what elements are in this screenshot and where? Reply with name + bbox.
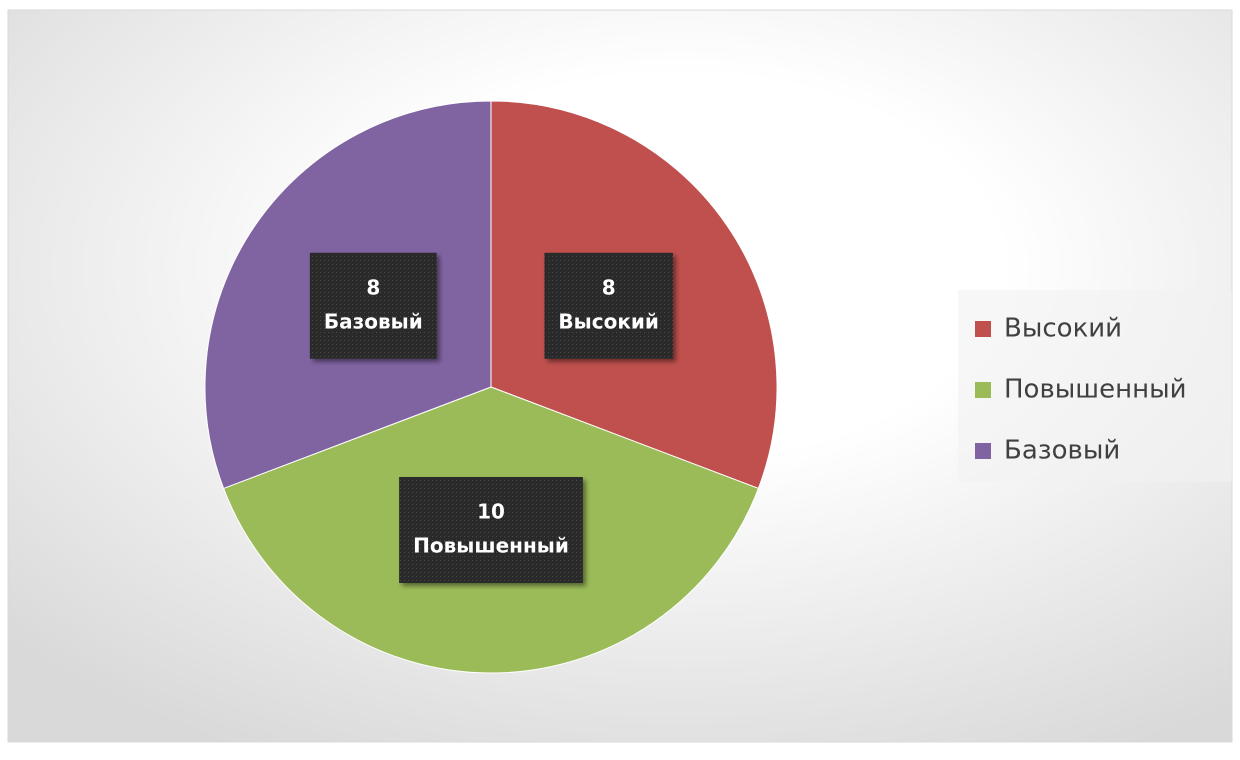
- data-label-value: 8: [366, 275, 380, 299]
- legend-label: Базовый: [1004, 436, 1120, 466]
- data-label-category: Высокий: [558, 309, 659, 333]
- legend-swatch: [975, 382, 991, 398]
- data-label-box: [309, 252, 437, 359]
- legend-label: Повышенный: [1004, 375, 1187, 405]
- legend-swatch: [975, 321, 991, 337]
- data-label: 8 Высокий: [544, 252, 673, 359]
- legend-box: [958, 290, 1232, 482]
- data-label-value: 8: [602, 275, 616, 299]
- data-label-category: Базовый: [324, 309, 423, 333]
- data-label-value: 10: [477, 500, 505, 524]
- legend-swatch: [975, 443, 991, 459]
- data-label-box: [544, 252, 673, 359]
- data-label-category: Повышенный: [413, 534, 569, 558]
- data-label: 10 Повышенный: [399, 477, 583, 583]
- legend-label: Высокий: [1004, 314, 1122, 344]
- data-label-box: [399, 477, 583, 583]
- data-label: 8 Базовый: [309, 252, 437, 359]
